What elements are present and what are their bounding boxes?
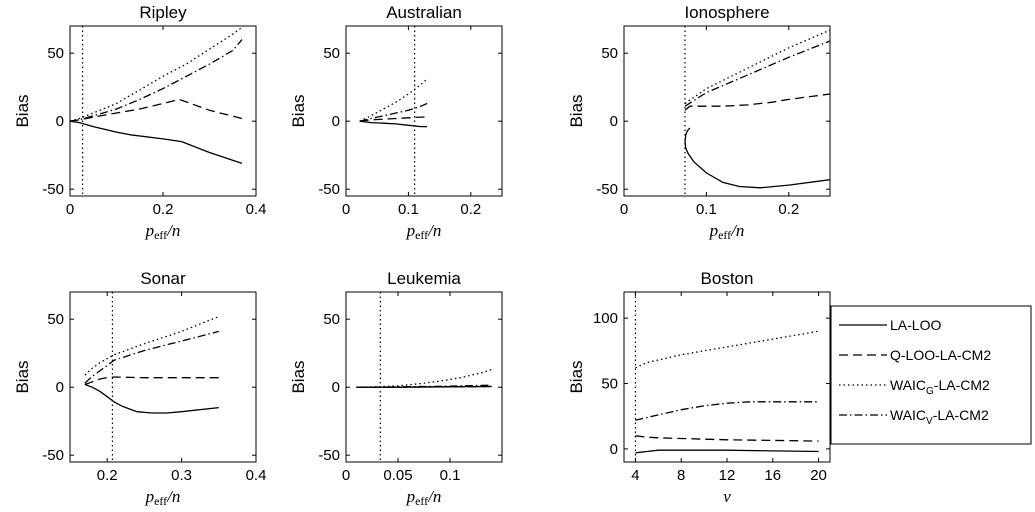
plot-frame [69,25,257,197]
series-line-waic-g-la-cm2 [70,26,243,122]
series-line-la-loo [684,127,830,189]
series-line-waic-g-la-cm2 [635,330,819,369]
y-tick-label: -50 [318,447,340,464]
x-tick-label: 20 [810,467,827,484]
legend-label-la-loo: LA-LOO [890,317,941,333]
y-tick-label: 0 [332,379,340,396]
y-tick-label: 0 [332,113,340,130]
series-line-q-loo-la-cm2 [359,116,428,122]
plot-frame [623,291,831,463]
x-tick-label: 16 [764,467,781,484]
y-tick-label: 50 [47,45,64,62]
series-line-la-loo [359,120,428,128]
panel-title: Ionosphere [684,3,769,22]
x-axis-label: peff/n [406,487,442,508]
y-tick-label: 50 [601,376,618,393]
series-line-waic-v-la-cm2 [356,384,492,388]
panel-sonar: Sonar 0.2 0.3 0.4 -50 0 50 Bias peff/n [13,269,266,508]
y-tick-label: -50 [596,181,618,198]
plot-frame [345,291,503,463]
legend-box [830,305,1032,445]
panel-title: Sonar [140,269,186,288]
series-line-waic-g-la-cm2 [84,315,220,376]
x-tick-label: 0 [66,201,74,218]
y-axis-label: Bias [289,94,308,127]
y-tick-label: -50 [318,181,340,198]
x-tick-label: 4 [631,467,639,484]
plot-frame [345,25,503,197]
legend-label-waic-g-la-cm2: WAICG-LA-CM2 [890,377,990,397]
series-line-waic-g-la-cm2 [356,368,492,388]
x-tick-label: 0.2 [460,201,481,218]
x-tick-label: 12 [719,467,736,484]
y-axis-label: Bias [13,360,32,393]
y-tick-label: 0 [610,113,618,130]
legend-label-q-loo-la-cm2: Q-LOO-LA-CM2 [890,347,991,363]
y-axis-label: Bias [567,360,586,393]
series-line-waic-v-la-cm2 [684,40,830,107]
x-tick-label: 0.4 [246,467,267,484]
x-axis-label: peff/n [406,221,442,242]
y-tick-label: 50 [47,311,64,328]
x-tick-label: 0.2 [153,201,174,218]
y-tick-label: 100 [593,310,618,327]
y-tick-label: -50 [42,181,64,198]
legend-label-waic-v-la-cm2: WAICV-LA-CM2 [890,407,989,427]
series-line-q-loo-la-cm2 [635,435,819,442]
y-tick-label: 0 [56,379,64,396]
series-line-waic-g-la-cm2 [359,78,428,122]
panel-title: Ripley [139,3,187,22]
series-line-la-loo [635,449,819,454]
panel-boston: Boston 4 8 12 16 20 0 50 100 Bias ν [567,269,831,506]
x-axis-label: peff/n [145,487,181,508]
x-tick-label: 0.1 [398,201,419,218]
series-line-waic-v-la-cm2 [70,39,243,122]
series-line-q-loo-la-cm2 [84,376,219,386]
legend: LA-LOO Q-LOO-LA-CM2 WAICG-LA-CM2 WAICV-LA-C… [830,305,1032,445]
series-line-q-loo-la-cm2 [70,98,243,122]
series-line-la-loo [70,120,243,165]
x-tick-label: 0 [342,201,350,218]
x-tick-label: 0.2 [778,201,799,218]
series-line-waic-v-la-cm2 [84,330,219,384]
panel-title: Boston [701,269,754,288]
series-line-waic-v-la-cm2 [359,102,428,122]
y-tick-label: 0 [610,441,618,458]
x-tick-label: 0.1 [696,201,717,218]
x-axis-label: ν [723,487,731,506]
x-axis-label: peff/n [709,221,745,242]
y-tick-label: 50 [601,45,618,62]
plot-frame [623,25,831,197]
y-axis-label: Bias [567,94,586,127]
y-tick-label: 50 [323,45,340,62]
y-tick-label: -50 [42,447,64,464]
plot-frame [69,291,257,463]
series-line-waic-v-la-cm2 [635,401,819,421]
x-axis-label: peff/n [145,221,181,242]
x-tick-label: 0.3 [171,467,192,484]
y-axis-label: Bias [13,94,32,127]
series-line-q-loo-la-cm2 [684,93,830,111]
series-line-waic-g-la-cm2 [684,29,830,105]
panel-title: Leukemia [387,269,461,288]
y-axis-label: Bias [289,360,308,393]
x-tick-label: 0.05 [383,467,412,484]
y-tick-label: 50 [323,311,340,328]
x-tick-label: 0 [620,201,628,218]
x-tick-label: 0.2 [97,467,118,484]
x-tick-label: 0.1 [440,467,461,484]
x-tick-label: 0 [342,467,350,484]
y-tick-label: 0 [56,113,64,130]
series-line-la-loo [84,383,219,414]
x-tick-label: 8 [677,467,685,484]
panel-title: Australian [386,3,462,22]
x-tick-label: 0.4 [246,201,267,218]
